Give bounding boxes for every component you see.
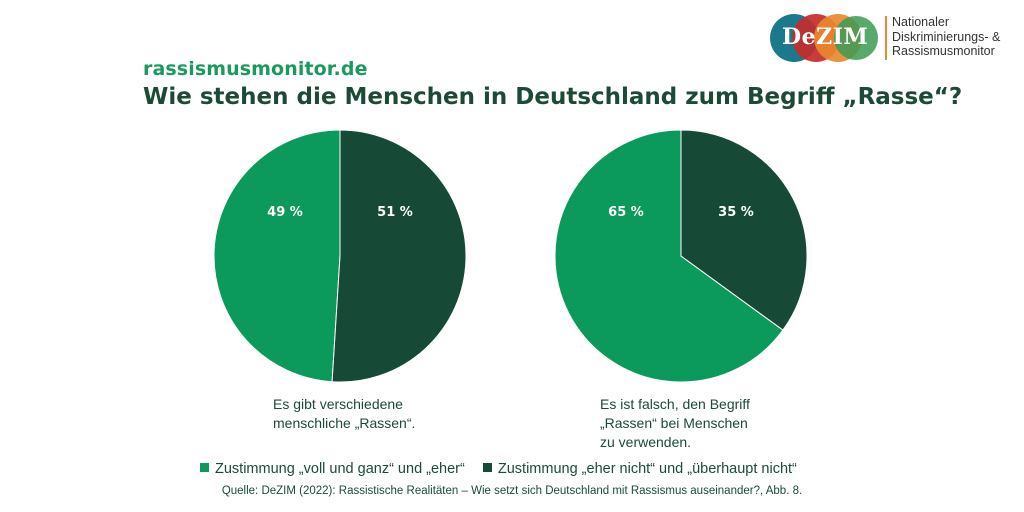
dezim-logo: DeZIM Nationaler Diskriminierungs- & Ras…	[770, 14, 1010, 62]
caption-1-line-2: menschliche „Rassen“.	[273, 415, 416, 431]
pie-1-label-disagree: 51 %	[377, 205, 413, 220]
legend-item-agree: Zustimmung „voll und ganz“ und „eher“	[200, 461, 465, 477]
caption-2-line-3: zu verwenden.	[600, 434, 692, 450]
pie-caption-2: Es ist falsch, den Begriff „Rassen“ bei …	[600, 395, 750, 452]
legend-label-disagree: Zustimmung „eher nicht“ und „überhaupt n…	[497, 461, 797, 477]
pie-caption-1: Es gibt verschiedene menschliche „Rassen…	[273, 395, 415, 433]
pie-2-slice-disagree	[680, 129, 808, 331]
logo-line-3: Rassismusmonitor	[892, 44, 995, 58]
caption-2-line-2: „Rassen“ bei Menschen	[600, 415, 748, 431]
pie-1-slice-disagree	[331, 129, 467, 383]
legend-label-agree: Zustimmung „voll und ganz“ und „eher“	[215, 461, 465, 477]
logo-divider	[885, 16, 887, 60]
logo-line-1: Nationaler	[892, 15, 949, 29]
pie-1-slice-agree	[213, 129, 341, 383]
legend-swatch-disagree	[482, 463, 492, 472]
legend-swatch-agree	[200, 463, 209, 472]
dezim-logo-badge	[770, 14, 878, 62]
caption-1-line-1: Es gibt verschiedene	[273, 396, 403, 412]
legend-item-disagree: Zustimmung „eher nicht“ und „überhaupt n…	[482, 461, 797, 477]
source-note: Quelle: DeZIM (2022): Rassistische Reali…	[221, 485, 803, 497]
logo-wordmark: DeZIM	[782, 24, 869, 50]
legend: Zustimmung „voll und ganz“ und „eher“ Zu…	[200, 461, 811, 477]
caption-2-line-1: Es ist falsch, den Begriff	[600, 396, 750, 412]
logo-text: Nationaler Diskriminierungs- & Rassismus…	[892, 15, 1000, 59]
logo-line-2: Diskriminierungs- &	[892, 29, 1001, 44]
pie-2-slice-agree	[554, 129, 784, 383]
pie-2-label-agree: 65 %	[608, 205, 644, 220]
chart-title: Wie stehen die Menschen in Deutschland z…	[143, 84, 963, 110]
pie-1-label-agree: 49 %	[267, 205, 303, 220]
pie-2-label-disagree: 35 %	[718, 205, 754, 220]
site-url: rassismusmonitor.de	[143, 58, 368, 80]
